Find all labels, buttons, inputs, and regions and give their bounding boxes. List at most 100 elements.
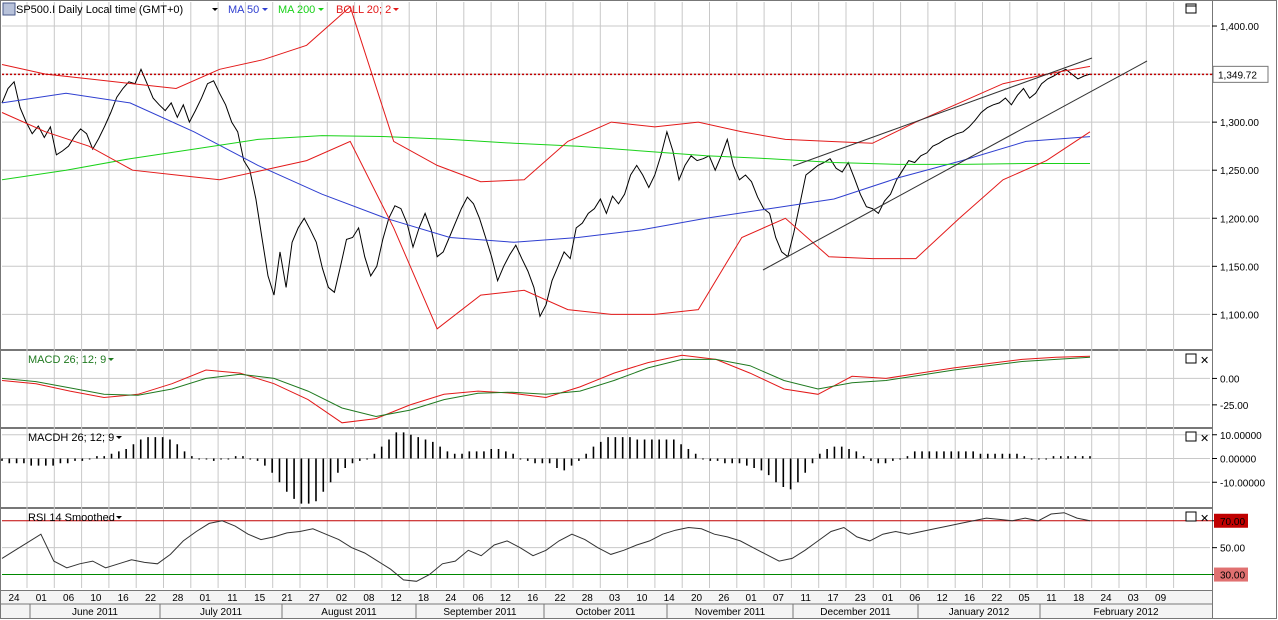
dropdown-arrow-icon[interactable] [318,8,324,11]
date-tick-label: 01 [882,593,894,604]
date-tick-label: 06 [909,593,921,604]
date-tick-label: 21 [281,593,293,604]
date-tick-label: 01 [746,593,758,604]
date-tick-label: 03 [609,593,621,604]
y-tick-label: 0.00000 [1220,455,1257,466]
month-label: July 2011 [200,607,243,618]
macdh-panel[interactable] [0,428,1213,508]
date-tick-label: 18 [418,593,430,604]
macd-panel[interactable] [0,350,1213,428]
dropdown-arrow-icon[interactable] [108,358,114,361]
date-tick-label: 20 [691,593,703,604]
dropdown-arrow-icon[interactable] [116,516,122,519]
macd-label[interactable]: MACD 26; 12; 9 [28,354,106,366]
boll-label[interactable]: BOLL 20; 2 [336,4,391,16]
y-tick-label: -10.00000 [1220,478,1265,489]
dropdown-arrow-icon[interactable] [212,8,218,11]
symbol-label[interactable]: SP500.I Daily Local time (GMT+0) [16,4,183,16]
date-tick-label: 24 [1100,593,1112,604]
macd-header: MACD 26; 12; 9 ✕ [28,353,1209,367]
month-label: November 2011 [695,607,766,618]
y-tick-label: 0.00 [1220,374,1240,385]
date-tick-label: 16 [527,593,539,604]
y-tick-label: -25.00 [1220,401,1249,412]
month-label: August 2011 [321,607,377,618]
maximize-icon[interactable] [1185,3,1197,14]
maximize-icon[interactable] [1185,353,1197,364]
macdh-label[interactable]: MACDH 26; 12; 9 [28,432,114,444]
rsi-lower-tag [1214,567,1248,582]
y-tick-label: 50.00 [1220,544,1245,555]
series-macd_signal [1,356,1091,418]
date-tick-label: 06 [473,593,485,604]
date-tick-label: 07 [773,593,785,604]
last-price-tag [1212,65,1269,83]
close-icon[interactable]: ✕ [1200,433,1209,445]
chart-app-icon [2,2,16,16]
dropdown-arrow-icon[interactable] [262,8,268,11]
date-tick-label: 15 [254,593,266,604]
series-ma50 [1,92,1091,243]
close-icon[interactable]: ✕ [1200,513,1209,525]
y-tick-label: 1,200.00 [1220,214,1259,225]
date-tick-label: 28 [172,593,184,604]
date-tick-label: 12 [391,593,403,604]
date-tick-label: 28 [582,593,594,604]
date-tick-label: 02 [336,593,348,604]
ma50-label[interactable]: MA 50 [228,4,259,16]
date-tick-label: 22 [145,593,157,604]
month-label: January 2012 [949,607,1010,618]
price-header: SP500.I Daily Local time (GMT+0) MA 50 M… [2,2,1197,16]
trendline-upper[interactable] [792,57,1093,167]
series-boll_upper [1,5,1091,183]
y-tick-label: 1,400.00 [1220,22,1259,33]
date-tick-label: 16 [118,593,130,604]
date-tick-label: 27 [309,593,321,604]
rsi-header: RSI 14 Smoothed ✕ [28,511,1209,525]
ma200-label[interactable]: MA 200 [278,4,315,16]
y-tick-label: 70.00 [1220,517,1245,528]
date-tick-label: 12 [500,593,512,604]
date-tick-label: 10 [90,593,102,604]
dropdown-arrow-icon[interactable] [393,8,399,11]
series-macd_line [1,354,1091,424]
date-tick-label: 23 [855,593,867,604]
month-label: September 2011 [443,607,517,618]
close-icon[interactable]: ✕ [1200,355,1209,367]
month-label: February 2012 [1093,607,1158,618]
rsi-label[interactable]: RSI 14 Smoothed [28,512,115,524]
last-price-label: 1,349.72 [1218,70,1257,81]
date-tick-label: 08 [363,593,375,604]
macdh-header: MACDH 26; 12; 9 ✕ [28,431,1209,445]
series-price [1,68,1091,318]
date-tick-label: 17 [827,593,839,604]
date-tick-label: 06 [63,593,75,604]
y-tick-label: 30.00 [1220,571,1245,582]
month-label: October 2011 [576,607,636,618]
date-tick-label: 05 [1019,593,1031,604]
trendline-lower[interactable] [762,60,1148,271]
date-tick-label: 18 [1073,593,1085,604]
dropdown-arrow-icon[interactable] [116,436,122,439]
date-tick-label: 22 [554,593,566,604]
y-tick-label: 1,250.00 [1220,166,1259,177]
rsi-upper-tag [1214,513,1248,528]
date-tick-label: 03 [1128,593,1140,604]
month-label: June 2011 [72,607,118,618]
y-tick-label: 1,150.00 [1220,262,1259,273]
series-ma200 [1,135,1090,181]
rsi-panel[interactable] [0,508,1213,591]
date-tick-label: 22 [991,593,1003,604]
y-tick-label: 1,300.00 [1220,118,1259,129]
date-tick-label: 24 [445,593,457,604]
maximize-icon[interactable] [1185,511,1197,522]
date-tick-label: 11 [801,593,812,604]
date-tick-label: 11 [227,593,238,604]
date-tick-label: 14 [664,593,676,604]
price-panel[interactable] [0,0,1213,350]
date-tick-label: 16 [964,593,976,604]
date-tick-label: 01 [200,593,212,604]
maximize-icon[interactable] [1185,431,1197,442]
